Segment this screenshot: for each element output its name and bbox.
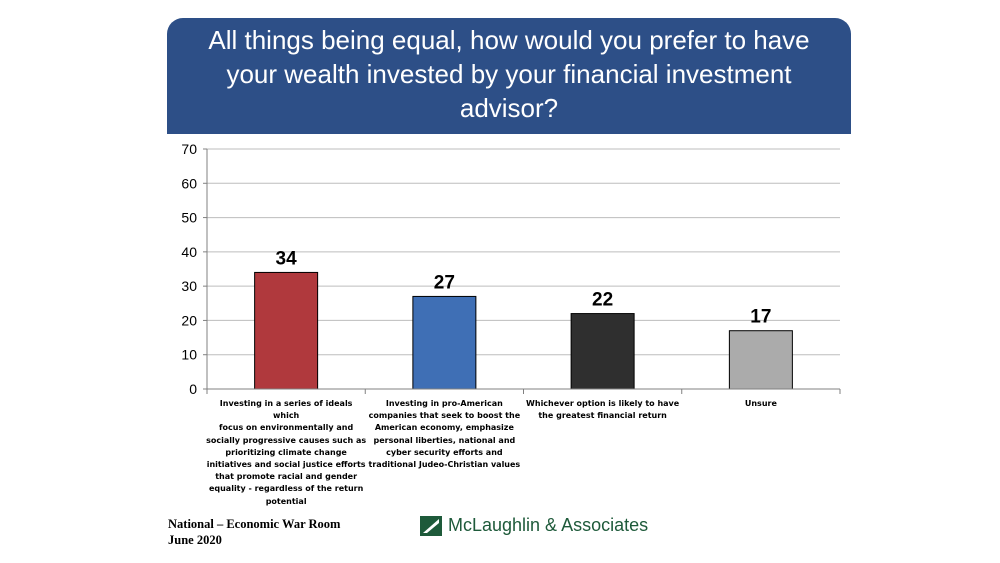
footer-line-survey: National – Economic War Room — [168, 517, 341, 531]
y-tick-label: 10 — [181, 347, 197, 363]
logo-text: McLaughlin & Associates — [448, 515, 649, 535]
mclaughlin-logo-icon — [420, 515, 442, 536]
bar — [728, 330, 793, 390]
x-category-label: Unsure — [744, 399, 777, 408]
data-label: 34 — [276, 248, 298, 269]
y-tick-label: 30 — [181, 278, 197, 294]
x-category-label: Investing in pro-American companies that … — [368, 399, 521, 470]
footer-line-date: June 2020 — [168, 533, 222, 547]
y-tick-label: 50 — [181, 210, 197, 226]
x-category-label: Investing in a series of ideals which foc… — [206, 399, 367, 506]
footer-source: National – Economic War Room June 2020 — [168, 516, 340, 548]
title-banner: All things being equal, how would you pr… — [167, 18, 851, 134]
data-label: 27 — [434, 272, 455, 293]
bar — [412, 295, 477, 390]
bar — [254, 271, 319, 390]
chart-title: All things being equal, how would you pr… — [208, 25, 810, 123]
data-label: 17 — [750, 307, 771, 328]
x-category-label: Whichever option is likely to have the gr… — [526, 399, 680, 421]
bar — [570, 313, 635, 390]
y-tick-label: 0 — [189, 381, 197, 397]
data-label: 22 — [592, 290, 613, 311]
y-tick-label: 40 — [181, 244, 197, 260]
company-logo: McLaughlin & Associates — [420, 515, 648, 536]
y-tick-label: 60 — [181, 175, 197, 191]
y-tick-label: 70 — [181, 141, 197, 157]
y-tick-label: 20 — [181, 312, 197, 328]
